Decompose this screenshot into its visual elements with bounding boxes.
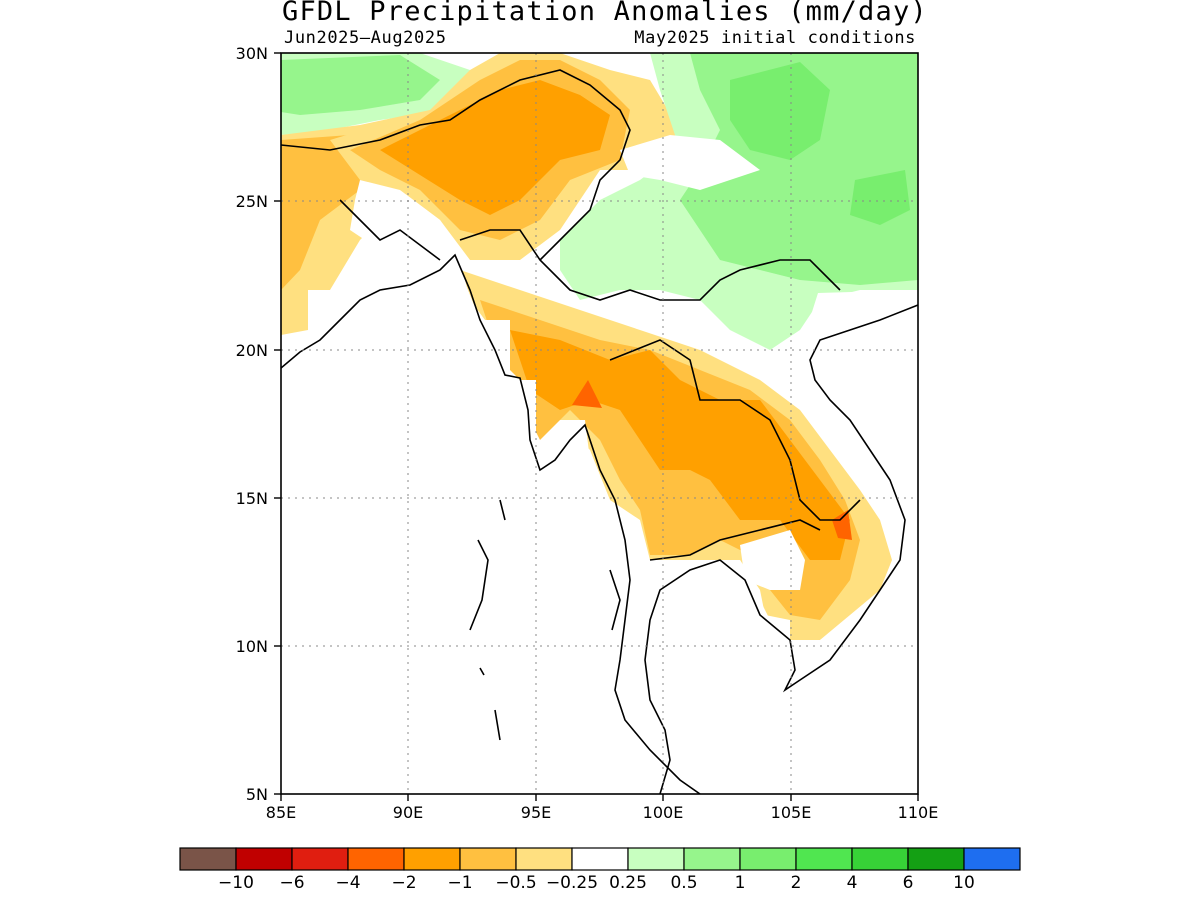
colorbar: −10 −6 −4 −2 −1 −0.5 −0.25 0.25 0.5 1 2 4 6 10 <box>179 847 1021 893</box>
x-tick-label: 95E <box>521 803 551 822</box>
colorbar-label: 1 <box>735 873 746 893</box>
colorbar-label: 4 <box>847 873 858 893</box>
colorbar-label: −2 <box>391 873 416 893</box>
colorbar-label: 0.25 <box>609 873 647 893</box>
colorbar-label: 10 <box>953 873 975 893</box>
colorbar-swatch <box>235 847 293 871</box>
colorbar-swatch <box>851 847 909 871</box>
colorbar-label: −1 <box>447 873 472 893</box>
y-tick-label: 5N <box>246 785 268 804</box>
map-frame <box>280 52 919 795</box>
tick-marks <box>274 52 919 801</box>
border-thai-cam <box>649 519 821 561</box>
colorbar-label: −6 <box>279 873 304 893</box>
x-tick-label: 105E <box>771 803 812 822</box>
x-tick-label: 110E <box>898 803 939 822</box>
colorbar-swatch <box>963 847 1021 871</box>
colorbar-swatch <box>683 847 741 871</box>
neutral-n-india <box>350 180 460 265</box>
colorbar-swatch <box>347 847 405 871</box>
neutral-bay-of-bengal <box>281 230 650 794</box>
colorbar-swatch <box>179 847 237 871</box>
colorbar-swatch <box>403 847 461 871</box>
colorbar-swatch <box>515 847 573 871</box>
period-label: Jun2025–Aug2025 <box>284 28 447 48</box>
colorbar-label: −0.5 <box>495 873 536 893</box>
coastline-bengal <box>281 253 701 794</box>
y-tick-label: 10N <box>236 637 268 656</box>
colorbar-label: 2 <box>791 873 802 893</box>
coastlines <box>281 69 918 794</box>
colorbar-swatch <box>571 847 629 871</box>
x-tick-label: 100E <box>643 803 684 822</box>
colorbar-label: 0.5 <box>670 873 697 893</box>
border-bangladesh <box>339 199 441 261</box>
wet-region-ne-core <box>730 62 830 160</box>
y-tick-label: 30N <box>236 44 268 63</box>
y-tick-label: 20N <box>236 341 268 360</box>
y-tick-label: 25N <box>236 192 268 211</box>
colorbar-label: −0.25 <box>546 873 598 893</box>
neutral-ne-gap <box>620 135 760 190</box>
x-tick-label: 85E <box>266 803 296 822</box>
colorbar-swatch <box>291 847 349 871</box>
colorbar-label: 6 <box>903 873 914 893</box>
border-north <box>281 69 631 261</box>
x-tick-label: 90E <box>393 803 423 822</box>
map-title: GFDL Precipitation Anomalies (mm/day) <box>282 0 928 27</box>
neutral-gulf-of-thailand <box>640 560 918 794</box>
colorbar-swatch <box>739 847 797 871</box>
dry-region-north-strong <box>380 80 610 215</box>
colorbar-label: −4 <box>335 873 360 893</box>
dry-region-south-strong <box>510 330 850 560</box>
initial-conditions-label: May2025 initial conditions <box>634 28 916 48</box>
colorbar-swatch <box>907 847 965 871</box>
wet-region-nw-core <box>281 55 440 115</box>
colorbar-swatch <box>795 847 853 871</box>
y-tick-label: 15N <box>236 489 268 508</box>
border-myanmar <box>459 229 841 301</box>
coastline-gulf <box>644 304 918 794</box>
neutral-south-china-sea <box>800 290 918 470</box>
neutral-inner-gulf <box>740 530 805 590</box>
colorbar-swatch <box>459 847 517 871</box>
wet-region-e-core <box>850 170 910 225</box>
border-laos-thai <box>609 339 861 521</box>
anomaly-field <box>281 53 918 794</box>
dry-region-extreme-2 <box>832 510 852 540</box>
colorbar-swatch <box>627 847 685 871</box>
colorbar-label: −10 <box>218 873 254 893</box>
coastline-sea-islands <box>469 499 621 741</box>
graticule <box>281 53 918 794</box>
dry-region-extreme <box>572 380 602 408</box>
